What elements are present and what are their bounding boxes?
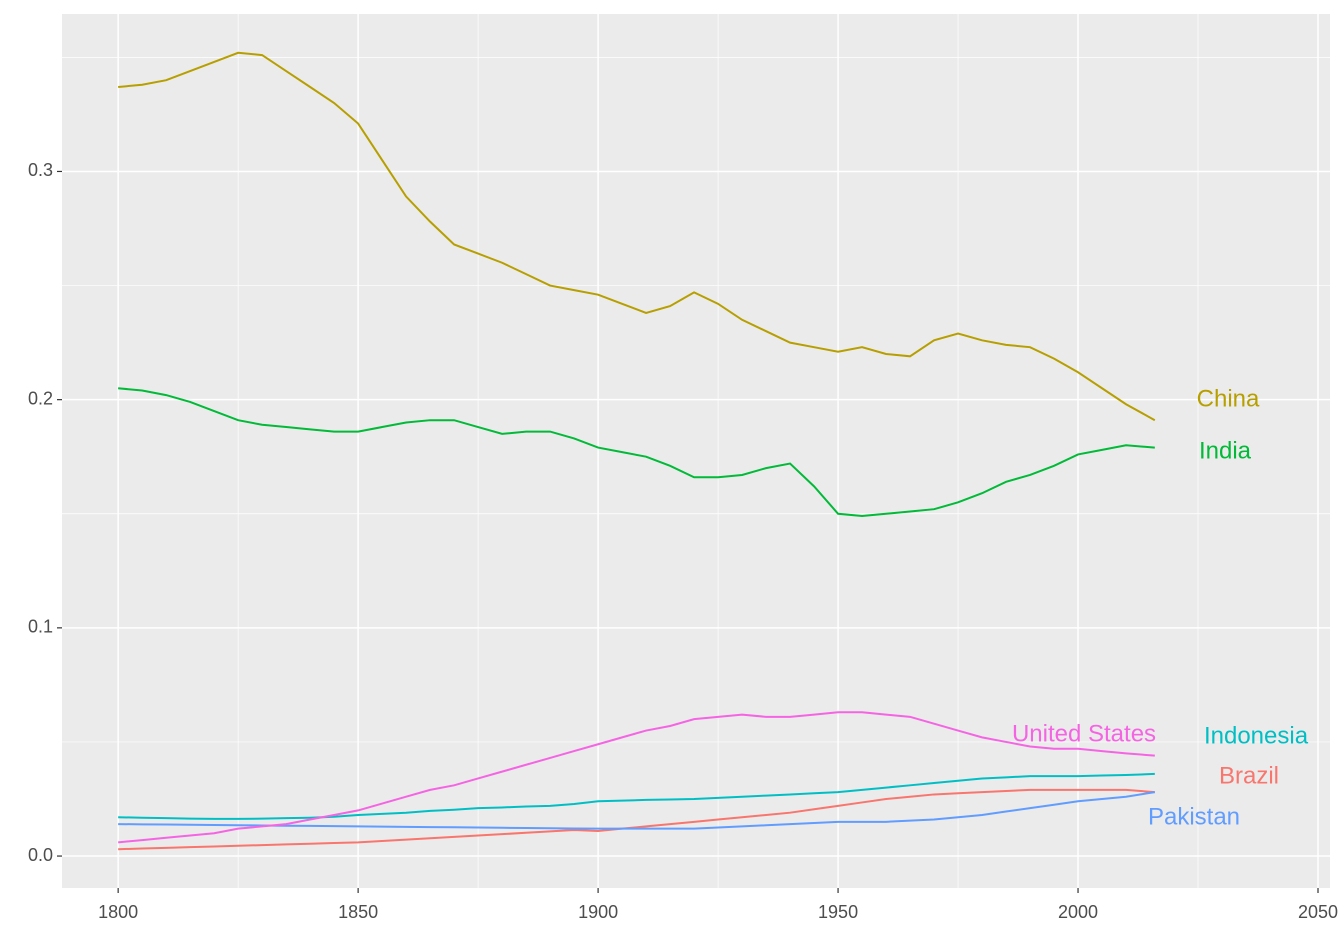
series-line <box>118 51 1156 422</box>
series-label: India <box>1199 437 1252 464</box>
y-tick-label: 0.2 <box>28 388 53 408</box>
series-line <box>118 788 1155 851</box>
panel <box>62 14 1330 888</box>
x-tick-label: 1950 <box>818 902 858 922</box>
series-label: Pakistan <box>1148 803 1240 830</box>
x-tick-label: 1900 <box>578 902 618 922</box>
series-line <box>118 387 1155 518</box>
y-tick-label: 0.3 <box>28 160 53 180</box>
series-line <box>118 711 1155 844</box>
series-line <box>118 772 1155 820</box>
series-label: United States <box>1012 720 1156 747</box>
series-label: China <box>1197 385 1260 412</box>
x-tick-label: 1850 <box>338 902 378 922</box>
x-tick-label: 1800 <box>98 902 138 922</box>
y-tick-label: 0.1 <box>28 617 53 637</box>
y-tick-label: 0.0 <box>28 845 53 865</box>
x-tick-label: 2050 <box>1298 902 1338 922</box>
series-line <box>118 791 1155 830</box>
series-label: Indonesia <box>1204 722 1309 749</box>
x-tick-label: 2000 <box>1058 902 1098 922</box>
series-label: Brazil <box>1219 762 1279 789</box>
